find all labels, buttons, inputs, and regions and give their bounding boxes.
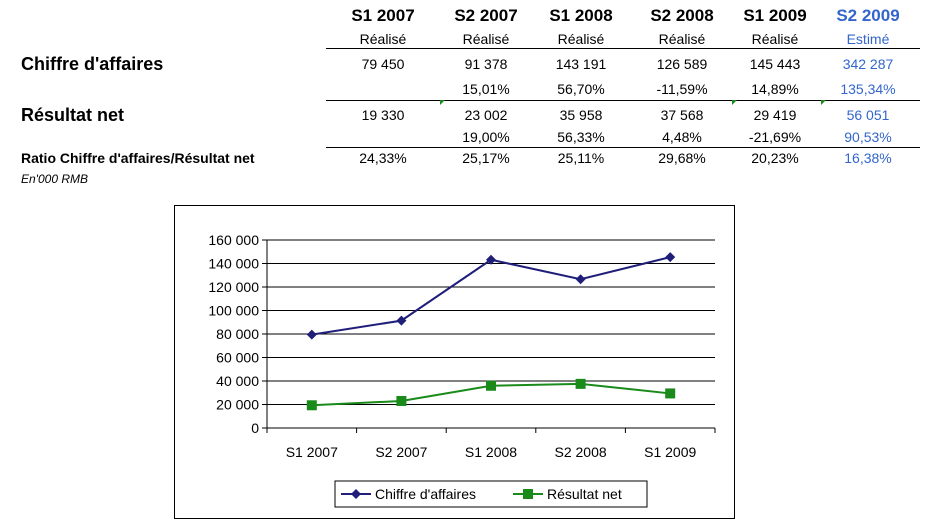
y-tick-label: 40 000 <box>216 373 259 389</box>
cell-comment-marker <box>821 100 826 105</box>
column-header-period: S2 2008 <box>650 6 714 25</box>
net-income-value: 23 002 <box>464 107 508 123</box>
ratio-value: 24,33% <box>359 150 407 166</box>
data-point-diamond <box>306 329 317 340</box>
y-tick-label: 160 000 <box>208 232 259 248</box>
revenue-growth: 15,01% <box>462 81 510 97</box>
legend-label: Résultat net <box>547 486 622 502</box>
revenue-value: 126 589 <box>656 56 708 72</box>
data-point-diamond <box>665 252 676 263</box>
y-tick-label: 140 000 <box>208 256 259 272</box>
revenue-value: 143 191 <box>555 56 607 72</box>
legend <box>334 480 648 508</box>
ratio-value: 25,11% <box>557 150 605 166</box>
revenue-value: 342 287 <box>842 56 894 72</box>
revenue-value: 145 443 <box>749 56 801 72</box>
net-income-value: 35 958 <box>559 107 603 123</box>
net-income-growth: 19,00% <box>462 129 510 145</box>
x-tick-label: S1 2007 <box>286 444 338 460</box>
ratio-value: 29,68% <box>658 150 706 166</box>
x-tick-label: S2 2008 <box>555 444 607 460</box>
net-income-value: 29 419 <box>753 107 797 123</box>
ratio-value: 20,23% <box>751 150 799 166</box>
ratio-row-label: Ratio Chiffre d'affaires/Résultat net <box>21 150 255 166</box>
y-tick-label: 20 000 <box>216 397 259 413</box>
column-header-status: Estimé <box>846 31 890 47</box>
cell-comment-marker <box>440 100 445 105</box>
y-tick-label: 0 <box>251 420 259 436</box>
x-tick-label: S1 2009 <box>644 444 696 460</box>
column-header-period: S1 2007 <box>351 6 415 25</box>
net-income-row-label: Résultat net <box>21 105 125 125</box>
column-header-status: Réalisé <box>462 31 510 47</box>
header-rule <box>326 48 920 49</box>
column-header-status: Réalisé <box>557 31 605 47</box>
y-tick-label: 120 000 <box>208 279 259 295</box>
net-income-growth: -21,69% <box>748 129 802 145</box>
net-income-growth: 4,48% <box>662 129 702 145</box>
data-point-square <box>575 378 586 389</box>
net-income-rule <box>326 147 920 148</box>
net-income-growth: 56,33% <box>557 129 605 145</box>
y-tick-label: 100 000 <box>208 303 259 319</box>
x-tick-label: S2 2007 <box>375 444 427 460</box>
data-point-square <box>306 400 317 411</box>
net-income-value: 56 051 <box>846 107 890 123</box>
column-header-period: S2 2007 <box>454 6 518 25</box>
revenue-growth: 135,34% <box>840 81 896 97</box>
revenue-value: 91 378 <box>464 56 508 72</box>
revenue-growth: 14,89% <box>751 81 799 97</box>
net-income-value: 19 330 <box>361 107 405 123</box>
column-header-status: Réalisé <box>658 31 706 47</box>
unit-note: En'000 RMB <box>21 172 88 186</box>
revenue-growth: -11,59% <box>656 81 708 97</box>
data-point-diamond <box>396 315 407 326</box>
y-tick-label: 60 000 <box>216 350 259 366</box>
ratio-value: 16,38% <box>844 150 892 166</box>
revenue-growth: 56,70% <box>557 81 605 97</box>
column-header-period: S1 2008 <box>549 6 613 25</box>
y-tick-label: 80 000 <box>216 326 259 342</box>
data-point-diamond <box>575 274 586 285</box>
data-point-square <box>665 388 676 399</box>
legend-label: Chiffre d'affaires <box>375 486 476 502</box>
revenue-row-label: Chiffre d'affaires <box>21 54 164 74</box>
ratio-value: 25,17% <box>462 150 510 166</box>
data-point-square <box>486 380 496 391</box>
net-income-value: 37 568 <box>660 107 704 123</box>
revenue-value: 79 450 <box>361 56 405 72</box>
line-chart: 0 20 000 40 000 60 000 80 000 100 000 120 000 1… <box>174 205 735 519</box>
data-point-diamond <box>486 254 496 265</box>
chart-canvas: 0 20 000 40 000 60 000 80 000 100 000 120 000 1… <box>208 232 716 508</box>
column-header-period: S1 2009 <box>743 6 807 25</box>
legend-marker-diamond <box>351 489 361 499</box>
cell-comment-marker <box>732 100 737 105</box>
column-header-period: S2 2009 <box>836 6 900 25</box>
data-point-square <box>396 395 407 406</box>
x-tick-label: S1 2008 <box>465 444 517 460</box>
revenue-rule <box>326 100 920 101</box>
column-header-status: Réalisé <box>751 31 799 47</box>
column-header-status: Réalisé <box>359 31 407 47</box>
net-income-growth: 90,53% <box>844 129 892 145</box>
legend-marker-square <box>523 489 533 499</box>
series-line <box>311 256 671 336</box>
